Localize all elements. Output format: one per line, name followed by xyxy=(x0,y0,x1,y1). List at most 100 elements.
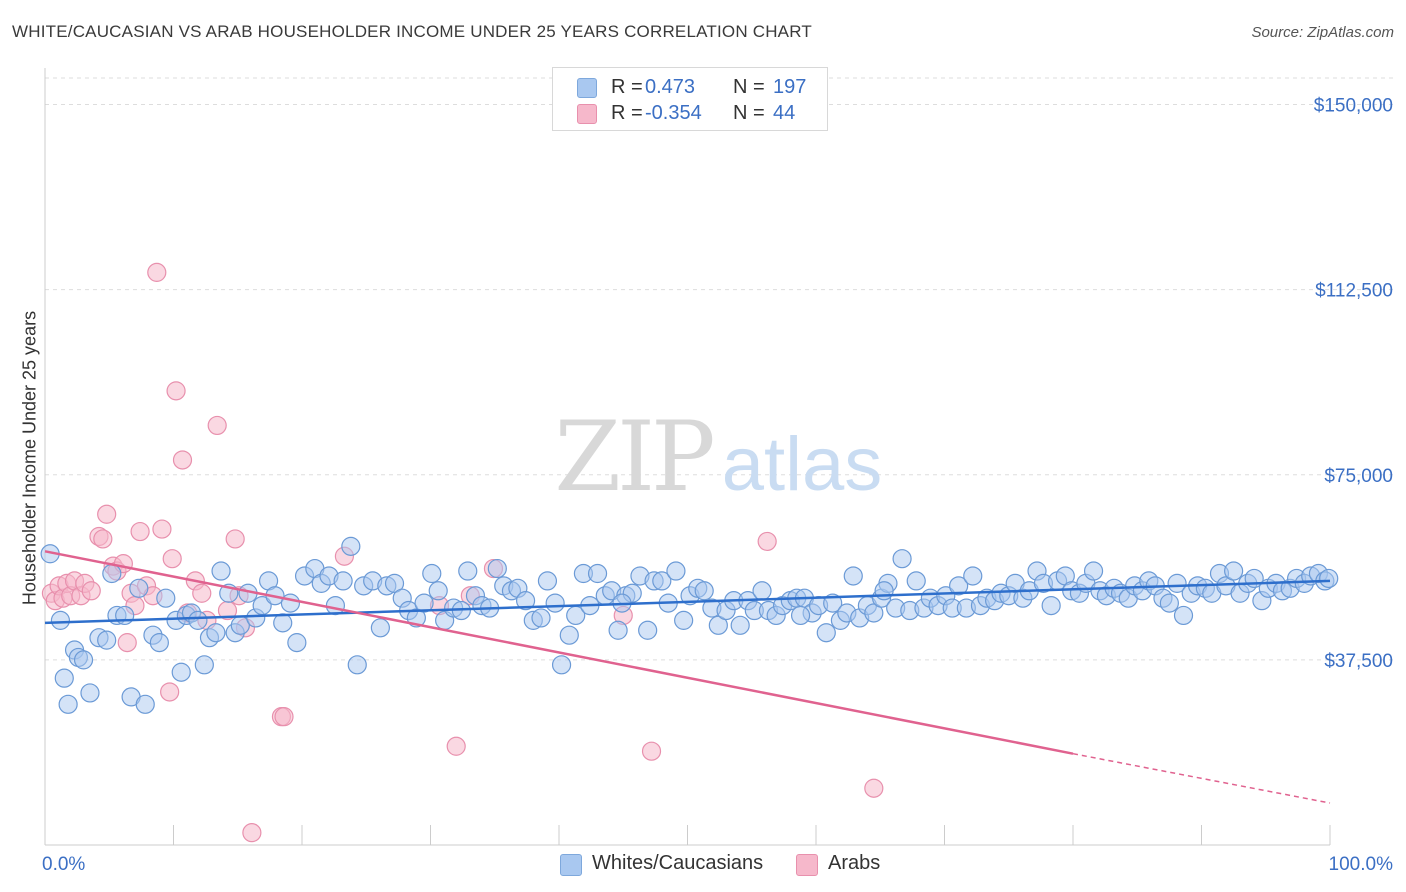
legend-label-arabs: Arabs xyxy=(828,852,881,874)
arab-point xyxy=(160,682,180,702)
white-point xyxy=(963,566,983,586)
arab-point xyxy=(757,531,777,552)
white-point xyxy=(587,563,608,584)
arab-trend-extension xyxy=(1072,752,1331,804)
x-tick-label: 100.0% xyxy=(1329,854,1394,875)
y-tick-labels: $37,500 $75,000 $112,500 $150,000 xyxy=(1314,96,1393,672)
white-point xyxy=(864,603,884,623)
white-point xyxy=(1041,595,1061,616)
white-point xyxy=(906,571,926,591)
white-point xyxy=(949,576,969,596)
arab-point xyxy=(207,415,227,436)
white-point xyxy=(333,571,353,591)
y-tick-label: $37,500 xyxy=(1324,651,1393,672)
arab-trend-line xyxy=(44,550,1074,755)
correlation-legend: R = 0.473 N = 197 R = -0.354 N = 44 xyxy=(552,67,828,131)
white-point xyxy=(370,618,390,638)
r-value: -0.354 xyxy=(645,102,702,124)
arab-point xyxy=(147,262,167,282)
white-point xyxy=(843,566,863,586)
white-point xyxy=(1167,573,1187,593)
arab-point xyxy=(864,778,884,798)
white-point xyxy=(171,662,191,682)
white-point xyxy=(280,593,301,613)
y-tick-label: $75,000 xyxy=(1324,466,1393,487)
legend-label-whites: Whites/Caucasians xyxy=(592,852,764,874)
white-point xyxy=(135,694,155,714)
n-label: N = xyxy=(733,76,765,98)
arab-points xyxy=(41,262,884,843)
white-point xyxy=(608,620,628,640)
white-point xyxy=(545,593,565,613)
white-point xyxy=(384,573,405,593)
white-point xyxy=(97,630,117,650)
white-point xyxy=(1083,561,1104,581)
trend-lines xyxy=(44,550,1331,804)
white-point xyxy=(58,694,78,714)
white-point xyxy=(188,610,208,630)
axes xyxy=(44,68,1331,846)
white-point xyxy=(156,588,176,608)
white-point xyxy=(458,561,478,581)
white-point xyxy=(1319,568,1339,589)
white-point xyxy=(487,558,507,579)
white-point xyxy=(559,625,579,645)
x-tick-label: 0.0% xyxy=(42,854,85,875)
white-point xyxy=(206,623,226,643)
arab-point xyxy=(130,521,150,542)
watermark-atlas: atlas xyxy=(722,422,883,507)
white-point xyxy=(73,650,94,670)
white-point xyxy=(708,615,728,635)
white-trend-line xyxy=(44,579,1331,625)
arab-point xyxy=(192,583,212,603)
chart-title: WHITE/CAUCASIAN VS ARAB HOUSEHOLDER INCO… xyxy=(12,22,812,41)
white-point xyxy=(790,605,811,626)
r-value: 0.473 xyxy=(645,76,696,98)
white-point xyxy=(273,613,293,633)
white-point xyxy=(341,536,361,556)
white-point xyxy=(54,668,74,688)
white-point xyxy=(414,593,434,613)
legend-swatch-whites xyxy=(577,78,597,98)
white-point xyxy=(50,610,71,630)
n-label: N = xyxy=(733,102,765,124)
legend-swatch-whites xyxy=(560,854,582,876)
n-value: 44 xyxy=(773,102,796,124)
arab-point xyxy=(162,549,182,569)
arab-point xyxy=(274,707,294,727)
arab-point xyxy=(152,519,172,539)
white-point xyxy=(531,608,551,628)
white-point xyxy=(1173,605,1194,626)
white-point xyxy=(730,615,750,635)
white-point xyxy=(211,561,231,581)
x-tick-labels: 0.0% 100.0% xyxy=(42,854,1393,875)
y-tick-label: $150,000 xyxy=(1314,96,1393,117)
y-tick-label: $112,500 xyxy=(1315,281,1393,302)
white-point xyxy=(638,620,658,640)
white-points xyxy=(40,536,1339,714)
r-label: R = xyxy=(611,102,643,124)
white-point xyxy=(674,610,694,630)
y-axis-label: Householder Income Under 25 years xyxy=(19,310,40,606)
white-point xyxy=(428,581,448,601)
arab-point xyxy=(93,529,113,549)
arab-point xyxy=(166,381,186,401)
white-point xyxy=(194,655,214,675)
white-point xyxy=(287,633,307,653)
white-point xyxy=(347,655,367,675)
r-label: R = xyxy=(611,76,643,98)
n-value: 197 xyxy=(773,76,807,98)
legend-swatch-arabs xyxy=(796,854,818,876)
arab-point xyxy=(117,633,137,653)
white-point xyxy=(129,578,149,598)
watermark-zip: ZIP xyxy=(554,401,713,513)
white-point xyxy=(752,581,772,601)
white-point xyxy=(823,593,843,613)
white-point xyxy=(422,563,442,584)
white-point xyxy=(102,563,122,584)
arab-point xyxy=(641,741,662,761)
white-point xyxy=(816,623,836,643)
white-point xyxy=(551,655,572,675)
arab-point xyxy=(242,823,262,843)
